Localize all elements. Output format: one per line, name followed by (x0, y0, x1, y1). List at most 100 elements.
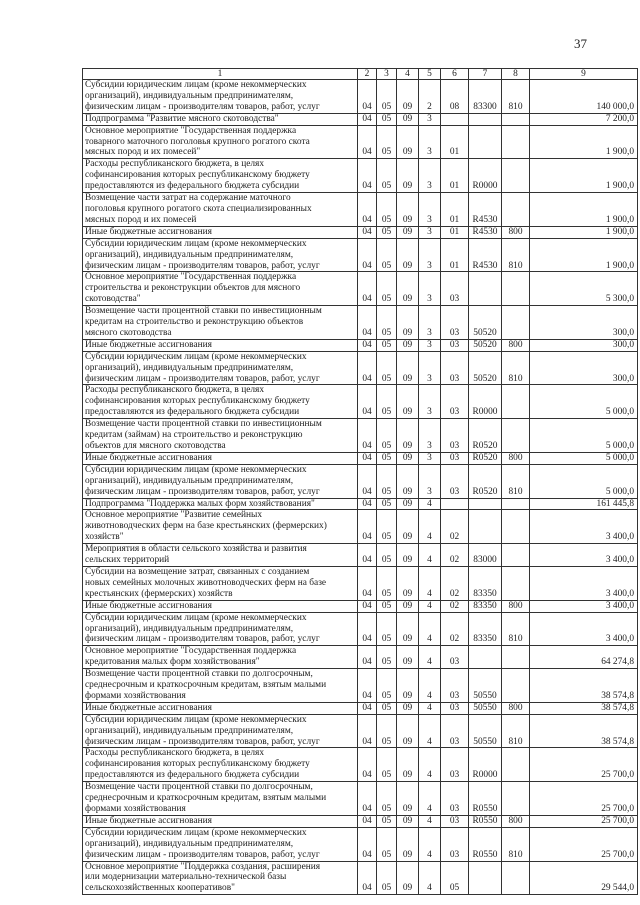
amount: 1 900,0 (529, 158, 638, 194)
code-4: 09 (396, 543, 419, 567)
code-5: 3 (418, 271, 441, 307)
code-2: 04 (357, 237, 377, 273)
code-5: 3 (418, 463, 441, 499)
amount: 25 700,0 (529, 747, 638, 783)
code-2: 04 (357, 599, 377, 613)
row-name: Подпрограмма "Развитие мясного скотоводс… (82, 112, 358, 126)
amount: 3 400,0 (529, 611, 638, 647)
code-3: 05 (376, 124, 397, 160)
code-6: 03 (440, 305, 469, 340)
code-4: 09 (396, 463, 419, 499)
amount: 1 900,0 (529, 124, 638, 160)
code-8 (501, 781, 530, 816)
table-row: Иные бюджетные ассигнования 04 05 09 4 03 R055… (82, 814, 638, 828)
code-4: 09 (396, 192, 419, 227)
row-name: Расходы республиканского бюджета, в целя… (82, 158, 358, 194)
code-6: 01 (440, 225, 469, 239)
code-8: 810 (501, 237, 530, 273)
code-2: 04 (357, 747, 377, 783)
code-4: 09 (396, 713, 419, 749)
code-3: 05 (376, 79, 397, 114)
code-2: 04 (357, 497, 377, 511)
column-header-8: 8 (501, 68, 530, 80)
code-6: 02 (440, 509, 469, 545)
code-2: 04 (357, 713, 377, 749)
code-7 (468, 124, 502, 160)
code-2: 04 (357, 271, 377, 307)
code-7: 83350 (468, 599, 502, 613)
row-name: Основное мероприятие "Развитие семейных … (82, 509, 358, 545)
table-row: Иные бюджетные ассигнования 04 05 09 4 03 5055… (82, 701, 638, 715)
table-row: Иные бюджетные ассигнования 04 05 09 3 03 5052… (82, 338, 638, 352)
code-4: 09 (396, 565, 419, 601)
amount: 300,0 (529, 305, 638, 340)
code-6: 03 (440, 451, 469, 465)
code-5: 3 (418, 237, 441, 273)
code-5: 3 (418, 158, 441, 194)
column-header-9: 9 (529, 68, 638, 80)
code-7 (468, 509, 502, 545)
amount: 3 400,0 (529, 509, 638, 545)
code-2: 04 (357, 826, 377, 862)
page-number: 37 (574, 36, 587, 51)
code-6: 03 (440, 826, 469, 862)
code-7: R4530 (468, 237, 502, 273)
table-row: Возмещение части процентной ставки по до… (82, 781, 638, 816)
code-3: 05 (376, 814, 397, 828)
table-row: Субсидии юридическим лицам (кроме некомм… (82, 611, 638, 647)
code-5: 4 (418, 668, 441, 703)
amount: 25 700,0 (529, 826, 638, 862)
code-7: R0550 (468, 781, 502, 816)
code-2: 04 (357, 384, 377, 420)
code-7: R4530 (468, 192, 502, 227)
table-row: Субсидии на возмещение затрат, связанных… (82, 565, 638, 601)
table-row: Расходы республиканского бюджета, в целя… (82, 158, 638, 194)
code-8 (501, 509, 530, 545)
code-6: 03 (440, 747, 469, 783)
code-7 (468, 860, 502, 896)
amount: 3 400,0 (529, 565, 638, 601)
amount: 5 000,0 (529, 463, 638, 499)
code-7: R0000 (468, 158, 502, 194)
code-3: 05 (376, 225, 397, 239)
code-3: 05 (376, 112, 397, 126)
code-6: 03 (440, 338, 469, 352)
table-row: Субсидии юридическим лицам (кроме некомм… (82, 463, 638, 499)
code-2: 04 (357, 305, 377, 340)
table-row: Иные бюджетные ассигнования 04 05 09 3 01 R453… (82, 225, 638, 239)
code-5: 4 (418, 860, 441, 896)
code-8: 800 (501, 338, 530, 352)
code-6: 03 (440, 418, 469, 453)
amount: 38 574,8 (529, 668, 638, 703)
row-name: Основное мероприятие "Государственная по… (82, 645, 358, 670)
row-name: Иные бюджетные ассигнования (82, 225, 358, 239)
code-8: 810 (501, 350, 530, 386)
table-row: Основное мероприятие "Государственная по… (82, 124, 638, 160)
code-2: 04 (357, 565, 377, 601)
code-3: 05 (376, 497, 397, 511)
amount: 1 900,0 (529, 237, 638, 273)
row-name: Мероприятия в области сельского хозяйств… (82, 543, 358, 567)
code-5: 4 (418, 645, 441, 670)
row-name: Субсидии юридическим лицам (кроме некомм… (82, 713, 358, 749)
code-7: 83350 (468, 611, 502, 647)
row-name: Основное мероприятие "Поддержка создания… (82, 860, 358, 896)
amount: 140 000,0 (529, 79, 638, 114)
code-8 (501, 497, 530, 511)
column-header-4: 4 (396, 68, 419, 80)
code-3: 05 (376, 713, 397, 749)
code-8 (501, 124, 530, 160)
table-row: Иные бюджетные ассигнования 04 05 09 3 03 R052… (82, 451, 638, 465)
code-2: 04 (357, 781, 377, 816)
code-8 (501, 271, 530, 307)
code-4: 09 (396, 860, 419, 896)
table-row: Субсидии юридическим лицам (кроме некомм… (82, 713, 638, 749)
code-3: 05 (376, 645, 397, 670)
code-7: R4530 (468, 225, 502, 239)
row-name: Субсидии юридическим лицам (кроме некомм… (82, 237, 358, 273)
code-7: R0550 (468, 814, 502, 828)
code-6: 03 (440, 271, 469, 307)
code-3: 05 (376, 599, 397, 613)
code-3: 05 (376, 271, 397, 307)
code-6: 03 (440, 814, 469, 828)
